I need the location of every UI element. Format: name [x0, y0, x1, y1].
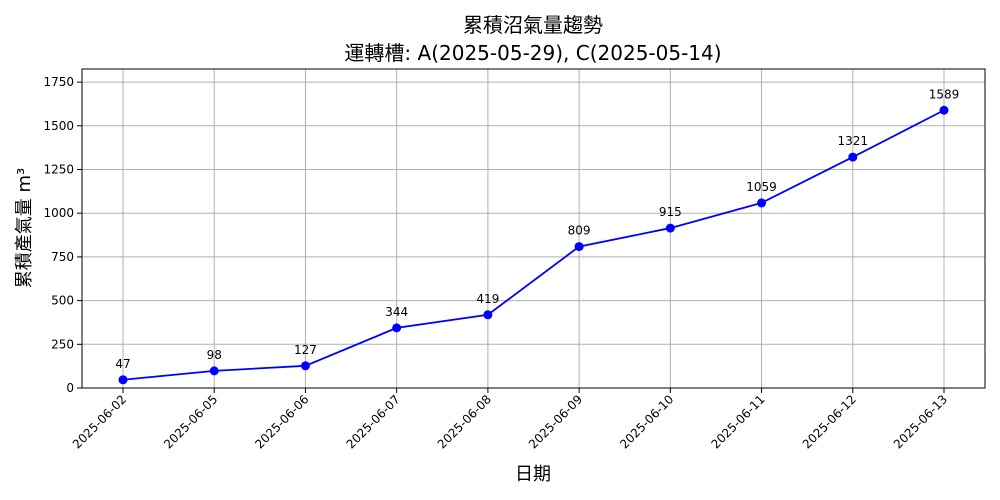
- x-tick-label: 2025-06-08: [435, 392, 494, 451]
- x-tick-label: 2025-06-02: [70, 392, 129, 451]
- data-label: 47: [115, 357, 130, 371]
- y-tick-label: 750: [51, 250, 74, 264]
- data-label: 1321: [838, 134, 869, 148]
- x-axis: 2025-06-02 2025-06-05 2025-06-06 2025-06-07…: [70, 388, 950, 451]
- y-axis-label: 累積產氣量 m³: [14, 168, 35, 288]
- plot-area-frame: [81, 68, 986, 389]
- data-point: [209, 366, 219, 376]
- data-label: 915: [659, 205, 682, 219]
- y-tick-label: 250: [51, 337, 74, 351]
- x-tick-label: 2025-06-12: [800, 392, 859, 451]
- data-label: 344: [385, 305, 408, 319]
- y-tick-label: 500: [51, 294, 74, 308]
- chart-title-line2: 運轉槽: A(2025-05-29), C(2025-05-14): [344, 41, 721, 65]
- data-label: 419: [476, 292, 499, 306]
- x-tick-label: 2025-06-10: [617, 392, 676, 451]
- data-label: 809: [568, 224, 591, 238]
- data-label: 98: [207, 348, 222, 362]
- y-tick-label: 0: [66, 381, 74, 395]
- data-point: [392, 323, 402, 333]
- data-point: [757, 198, 767, 208]
- x-tick-label: 2025-06-09: [526, 392, 585, 451]
- x-tick-label: 2025-06-05: [161, 392, 220, 451]
- data-point: [665, 223, 675, 233]
- data-point: [939, 105, 949, 115]
- x-axis-label: 日期: [515, 464, 551, 485]
- y-tick-label: 1750: [43, 75, 74, 89]
- x-tick-label: 2025-06-13: [891, 392, 950, 451]
- x-tick-label: 2025-06-11: [708, 392, 767, 451]
- series-line: [122, 109, 945, 381]
- data-point: [118, 375, 128, 385]
- series-layer: 47 98 127 344 419 809 915 1059 1321 1589: [115, 87, 960, 385]
- y-tick-label: 1500: [43, 119, 74, 133]
- data-point: [574, 242, 584, 252]
- data-point: [483, 310, 493, 320]
- x-tick-label: 2025-06-06: [252, 392, 311, 451]
- data-point: [300, 361, 310, 371]
- data-point: [848, 152, 858, 162]
- chart-title-line1: 累積沼氣量趨勢: [463, 13, 603, 37]
- data-label: 1059: [746, 180, 777, 194]
- y-tick-label: 1250: [43, 163, 74, 177]
- y-axis: 0 250 500 750 1000 1250 1500 1750: [43, 75, 82, 395]
- grid: [82, 69, 985, 389]
- data-label: 127: [294, 343, 317, 357]
- data-label: 1589: [929, 87, 960, 101]
- y-tick-label: 1000: [43, 206, 74, 220]
- x-tick-label: 2025-06-07: [344, 392, 403, 451]
